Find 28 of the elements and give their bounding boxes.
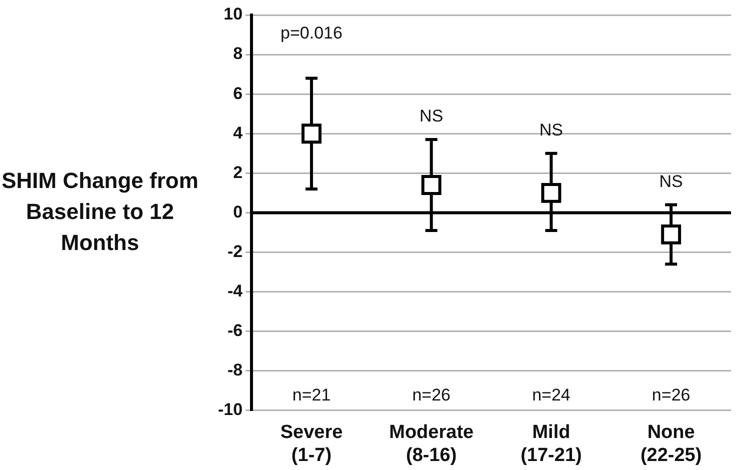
y-tick-label: 2 [233,162,243,182]
y-tick-label: -6 [227,321,243,340]
x-tick-label: None (22-25) [640,422,702,466]
x-tick-label: Moderate (8-16) [389,422,474,466]
y-tick-label: 4 [233,123,244,142]
point [421,175,442,196]
y-tick-label: 6 [233,84,243,103]
y-tick-label: -4 [227,281,244,300]
annotation: n=26 [652,386,690,405]
annotation: p=0.016 [280,23,342,42]
annotation: n=24 [532,386,570,405]
y-tick-label: -8 [227,360,243,380]
point [661,224,682,244]
annotation: n=26 [412,386,451,405]
x-tick-label: Mild (17-21) [520,422,582,466]
y-tick-label: 0 [233,202,243,222]
y-tick-label: 8 [233,44,243,64]
point [302,124,322,144]
x-tick-label: Severe (1-7) [280,422,343,466]
annotation: n=21 [292,386,331,405]
y-tick-label: 10 [224,4,243,24]
y-tick-label: -10 [218,400,243,420]
annotation: NS [659,172,683,191]
point [541,182,562,203]
y-tick-label: -2 [227,242,243,261]
annotation: NS [420,106,444,126]
annotation: NS [539,120,564,140]
y-axis-title: SHIM Change from Baseline to 12 Months [0,167,200,257]
